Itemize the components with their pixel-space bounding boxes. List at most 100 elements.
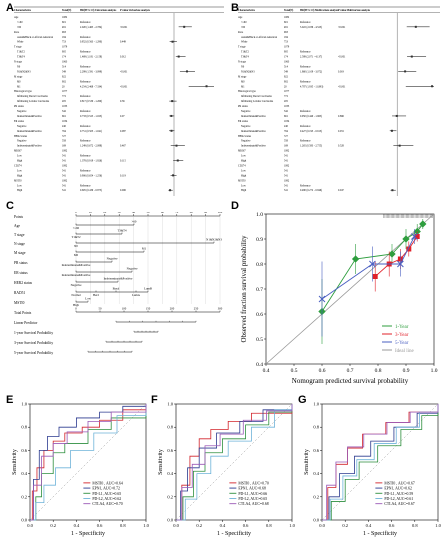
row-pvalue: 0.467	[120, 145, 127, 148]
y-tick-label: 0.4	[21, 471, 27, 476]
row-total: 794	[284, 130, 289, 133]
row-total: 1063	[284, 61, 290, 64]
roc-curve	[322, 404, 439, 521]
nomogram-level-label: Indeterminate&Positive	[62, 263, 91, 267]
row-total: 922	[284, 75, 289, 78]
x-tick-label: 0.4	[366, 523, 372, 528]
row-hr: 4.254 (2.468 - 7.334)	[80, 85, 102, 88]
x-tick-label: 0.4	[74, 523, 80, 528]
hr-point	[410, 55, 413, 58]
row-total: 558	[62, 140, 67, 143]
total-points-tick-label: 250	[194, 307, 199, 311]
points-tick-label: 60	[161, 212, 165, 214]
hr-point	[177, 55, 180, 58]
row-label: ER status	[14, 120, 24, 123]
nomogram-row-label: Total Points	[14, 311, 32, 315]
legend-label: CTLA4, AUC=0.68	[238, 502, 268, 507]
hr-point	[414, 25, 417, 28]
nomogram-row-label: Linear Predictor	[14, 321, 38, 325]
row-total: 905	[284, 51, 289, 54]
nomogram-level-label: Negative	[127, 267, 138, 271]
row-hr: 1.469 (1.181 - 2.158)	[80, 56, 102, 59]
hr-point	[169, 189, 172, 192]
row-total: 541	[284, 189, 289, 192]
row-hr: Reference	[300, 140, 311, 143]
nomogram-level-label: Normal	[71, 293, 80, 297]
hr-point	[170, 129, 173, 132]
diagonal-reference	[321, 403, 439, 521]
points-tick-label: 90	[204, 212, 208, 214]
row-hr: 1.249 (0.672 - 2.088)	[80, 145, 102, 148]
row-label: Race	[14, 31, 20, 34]
nomogram-level-label: Indeterminate&Positive	[104, 277, 133, 281]
x-tick-label: 1.0	[289, 523, 295, 528]
row-label: HER2 status	[14, 135, 27, 138]
legend-label: EPN1, AUC=0.72	[92, 487, 120, 492]
row-label: >60	[17, 26, 22, 29]
nomogram-row-label: Age	[14, 224, 20, 228]
nomogram-level-label: Her2	[93, 293, 99, 297]
legend-label: MSTI0 , AUC=0.64	[92, 481, 123, 486]
row-hr: Reference	[80, 125, 91, 128]
row-label: High	[17, 160, 23, 163]
row-total: 205	[284, 100, 289, 103]
row-pvalue: 0.115	[120, 160, 126, 163]
row-label: Indeterminate&Positive	[241, 115, 267, 118]
x-tick-label: 0.6	[97, 523, 103, 528]
total-points-tick-label: 150	[146, 307, 151, 311]
panel-label-a: A	[6, 2, 14, 14]
row-label: N1&N2&N3	[241, 70, 255, 73]
row-label: High	[241, 160, 247, 163]
forest-plot-univariate: Characteristics Total(N) HR(95% CI) Univar…	[14, 6, 224, 196]
row-hr: 3.022 (2.036 - 4.523)	[300, 26, 322, 29]
row-hr: 2.589 (2.071 - 4.137)	[300, 56, 322, 59]
row-label: N stage	[238, 61, 247, 64]
roc-curve	[176, 404, 293, 521]
points-tick-label: 40	[132, 212, 136, 214]
row-label: Negative	[17, 125, 27, 128]
x-tick-label: 1.0	[431, 368, 438, 374]
row-total: 922	[62, 75, 67, 78]
row-total: 1063	[62, 61, 68, 64]
nomogram-level-label: N0	[74, 244, 78, 248]
row-total: 1079	[62, 46, 68, 49]
hr-point	[170, 114, 173, 117]
x-tick-label: 0.6	[389, 523, 395, 528]
row-total: 1079	[284, 46, 290, 49]
nomogram-row-label: 1-year Survival Probability	[14, 331, 53, 335]
row-pvalue: 0.449	[120, 41, 127, 44]
nomogram-row-label: MSTI0	[14, 301, 25, 305]
row-total: 601	[284, 21, 289, 24]
row-hr: Reference	[300, 65, 311, 68]
diagonal-reference	[175, 403, 293, 521]
table-header-cell: Characteristics	[14, 9, 31, 12]
row-hr: 0.852 (0.563 - 1.290)	[80, 41, 102, 44]
row-hr: 2.299 (1.591 - 3.099)	[80, 70, 102, 73]
row-total: 184	[62, 36, 67, 39]
y-tick-label: 0.6	[256, 312, 263, 318]
hr-point	[183, 25, 186, 28]
row-hr: 1.860 (1.109 - 3.072)	[300, 70, 322, 73]
nomogram-row-label: PR status	[14, 261, 28, 265]
panel-label-g: G	[298, 394, 307, 406]
table-header-cell: HR(95% CI) Multivariate analysis	[300, 9, 338, 12]
row-label: T3&T4	[17, 56, 25, 59]
legend-label: EPN1, AUC=0.62	[384, 487, 412, 492]
row-pvalue: 0.019	[338, 70, 345, 73]
row-total: 1082	[284, 16, 290, 19]
row-total: 541	[62, 189, 67, 192]
forest-plot-multivariate: Characteristics Total(N) HR(95% CI) Multiv…	[238, 6, 440, 196]
row-total: 1034	[284, 120, 290, 123]
row-total: 727	[284, 135, 289, 138]
total-points-tick-label: 200	[170, 307, 175, 311]
hr-point	[176, 159, 179, 162]
row-hr: 0.906 (0.654 - 1.256)	[80, 174, 102, 177]
x-tick-label: 0.9	[403, 368, 410, 374]
row-label: Indeterminate&Positive	[17, 145, 43, 148]
roc-curve	[30, 404, 147, 521]
points-tick-label: 80	[190, 212, 194, 214]
nomogram-level-label: >60	[132, 220, 137, 224]
row-total: 772	[284, 95, 289, 98]
total-points-tick-label: 300	[218, 307, 223, 311]
legend-label: Ideal line	[395, 349, 415, 354]
